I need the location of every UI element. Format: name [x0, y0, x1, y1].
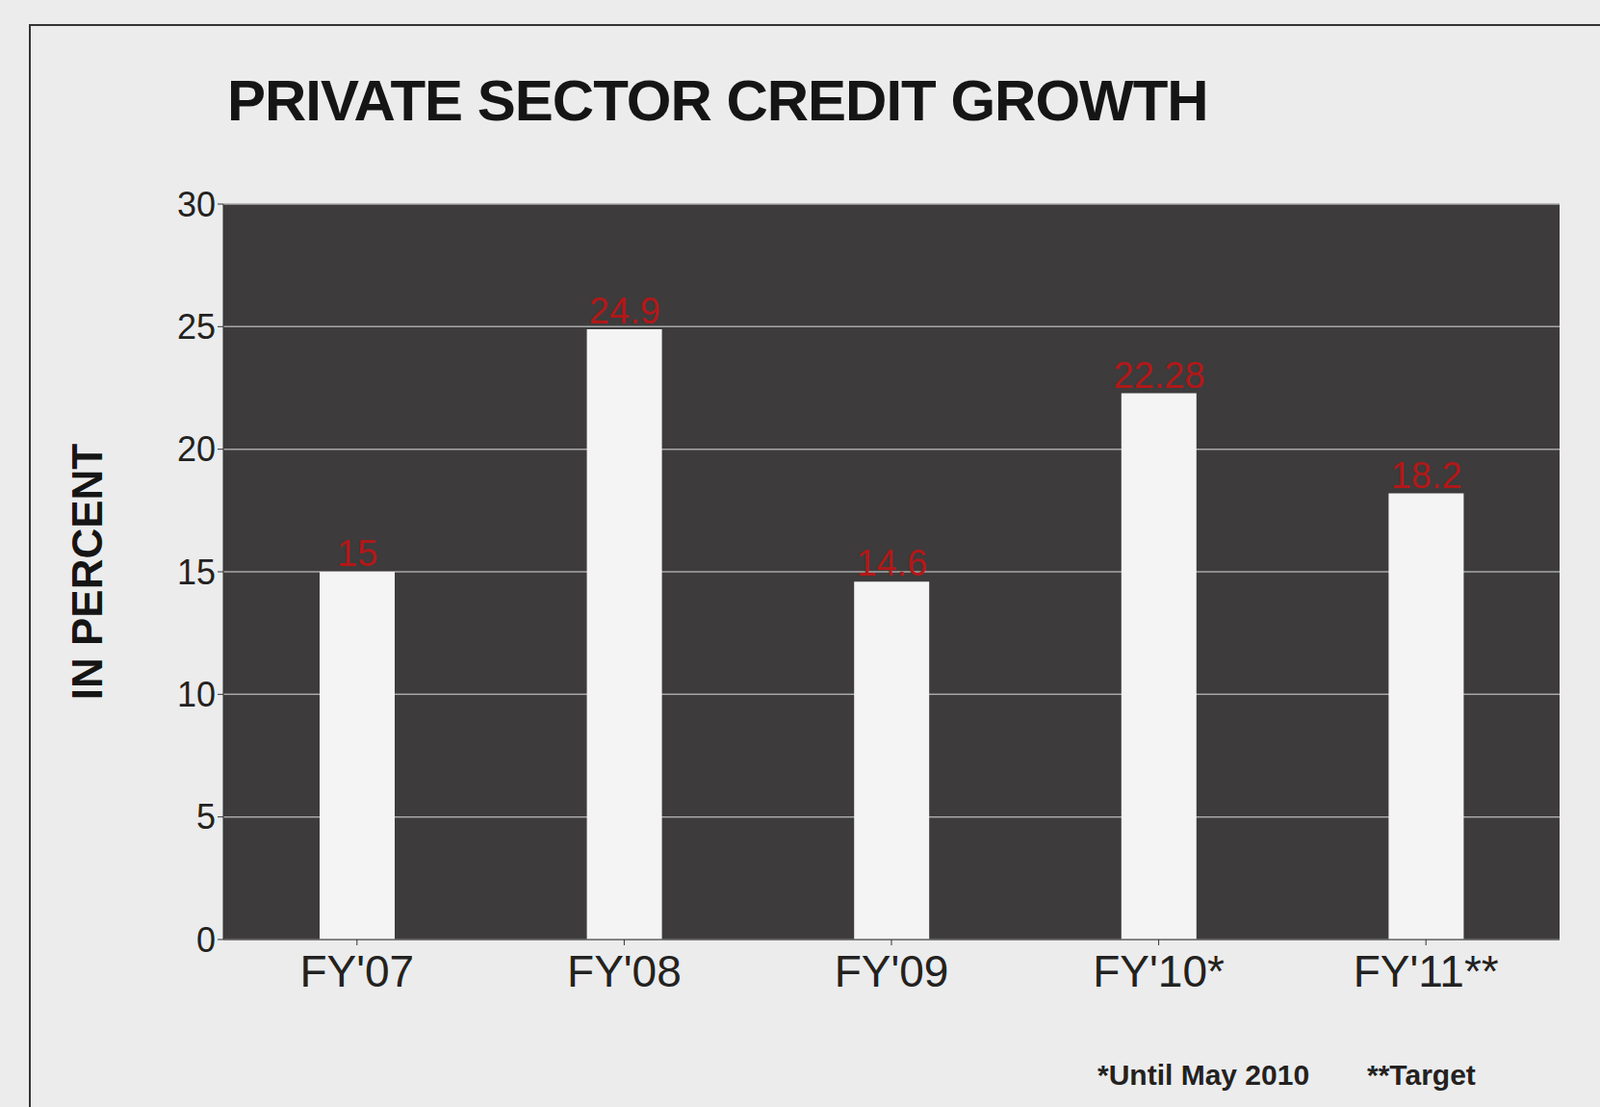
svg-text:10: 10	[177, 674, 216, 715]
svg-text:30: 30	[177, 184, 216, 225]
svg-text:FY'08: FY'08	[567, 946, 682, 997]
svg-text:FY'10*: FY'10*	[1092, 946, 1225, 997]
svg-text:FY'07: FY'07	[299, 946, 414, 997]
html-text:**Target: **Target	[1367, 1058, 1476, 1091]
html-text:PRIVATE SECTOR CREDIT GROWTH: PRIVATE SECTOR CREDIT GROWTH	[227, 68, 1208, 133]
svg-text:0: 0	[196, 920, 216, 960]
svg-text:5: 5	[196, 797, 216, 837]
html-text:*Until May 2010: *Until May 2010	[1097, 1058, 1310, 1091]
svg-text:18.2: 18.2	[1390, 455, 1462, 496]
svg-text:24.9: 24.9	[589, 290, 661, 332]
svg-text:20: 20	[177, 429, 216, 469]
svg-text:FY'11**: FY'11**	[1353, 946, 1499, 997]
svg-text:14.6: 14.6	[855, 542, 928, 584]
svg-text:FY'09: FY'09	[834, 946, 950, 997]
svg-text:15: 15	[336, 533, 378, 574]
svg-text:15: 15	[177, 552, 216, 593]
svg-text:25: 25	[177, 307, 216, 347]
svg-text:IN PERCENT: IN PERCENT	[63, 443, 111, 701]
svg-text:22.28: 22.28	[1112, 355, 1205, 396]
